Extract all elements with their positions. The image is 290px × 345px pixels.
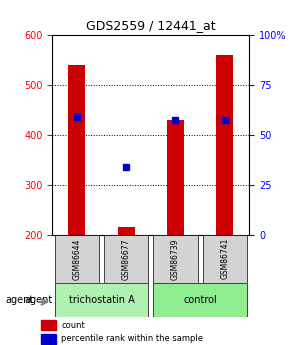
FancyBboxPatch shape — [202, 235, 247, 283]
FancyBboxPatch shape — [104, 235, 148, 283]
Text: control: control — [183, 295, 217, 305]
Bar — [41, 320, 56, 330]
FancyBboxPatch shape — [153, 283, 247, 317]
Bar — [117, 227, 135, 235]
Text: GSM86644: GSM86644 — [72, 238, 81, 279]
Text: GSM86741: GSM86741 — [220, 238, 229, 279]
Text: trichostatin A: trichostatin A — [69, 295, 134, 305]
Title: GDS2559 / 12441_at: GDS2559 / 12441_at — [86, 19, 215, 32]
FancyBboxPatch shape — [55, 235, 99, 283]
Text: GSM86739: GSM86739 — [171, 238, 180, 279]
FancyBboxPatch shape — [153, 235, 198, 283]
Text: percentile rank within the sample: percentile rank within the sample — [61, 334, 203, 343]
Text: count: count — [61, 321, 85, 329]
Bar — [216, 55, 233, 235]
FancyBboxPatch shape — [55, 283, 148, 317]
Bar — [41, 334, 56, 344]
Bar — [167, 120, 184, 235]
Text: agent: agent — [24, 295, 52, 305]
Bar — [68, 65, 86, 235]
Text: agent: agent — [6, 295, 34, 305]
Text: GSM86677: GSM86677 — [122, 238, 131, 279]
